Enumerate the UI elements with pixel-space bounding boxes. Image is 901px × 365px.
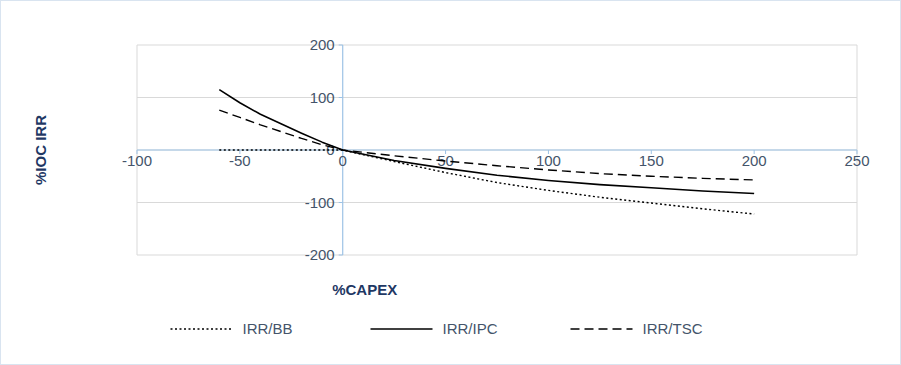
- grid-line: [137, 202, 857, 203]
- y-axis-title: %IOC IRR: [32, 115, 49, 185]
- series-line: [219, 110, 754, 180]
- x-axis: [137, 149, 857, 150]
- y-tick: [339, 255, 343, 256]
- legend-swatch: [571, 328, 633, 329]
- y-tick: [339, 45, 343, 46]
- plot-frame: [137, 45, 138, 255]
- grid-line: [137, 150, 857, 151]
- y-tick-label: 100: [310, 89, 335, 106]
- legend-label: IRR/TSC: [643, 320, 703, 337]
- x-tick-label: 250: [844, 152, 869, 169]
- chart: -100-50050100150200250-200-1000100200%CA…: [0, 0, 901, 365]
- series-group: [219, 90, 754, 214]
- legend-label: IRR/BB: [243, 320, 293, 337]
- x-tick-label: -50: [229, 152, 251, 169]
- grid-line: [137, 97, 857, 98]
- legend-swatch: [371, 328, 433, 330]
- x-tick-label: 100: [536, 152, 561, 169]
- x-tick-label: -100: [122, 152, 152, 169]
- grid-line: [137, 45, 857, 46]
- series-line: [219, 90, 754, 194]
- chart-border: [1, 1, 901, 365]
- y-tick-label: -200: [305, 246, 335, 263]
- series-line: [219, 150, 754, 214]
- y-tick-label: 200: [310, 36, 335, 53]
- grid-line: [137, 255, 857, 256]
- x-tick-label: 0: [339, 152, 347, 169]
- plot-frame: [857, 45, 858, 255]
- x-axis-title: %CAPEX: [332, 281, 397, 298]
- y-tick: [339, 202, 343, 203]
- x-tick-label: 200: [742, 152, 767, 169]
- y-tick: [339, 97, 343, 98]
- legend-swatch: [171, 328, 233, 329]
- y-tick-label: -100: [305, 194, 335, 211]
- x-tick-label: 150: [639, 152, 664, 169]
- legend-label: IRR/IPC: [443, 320, 498, 337]
